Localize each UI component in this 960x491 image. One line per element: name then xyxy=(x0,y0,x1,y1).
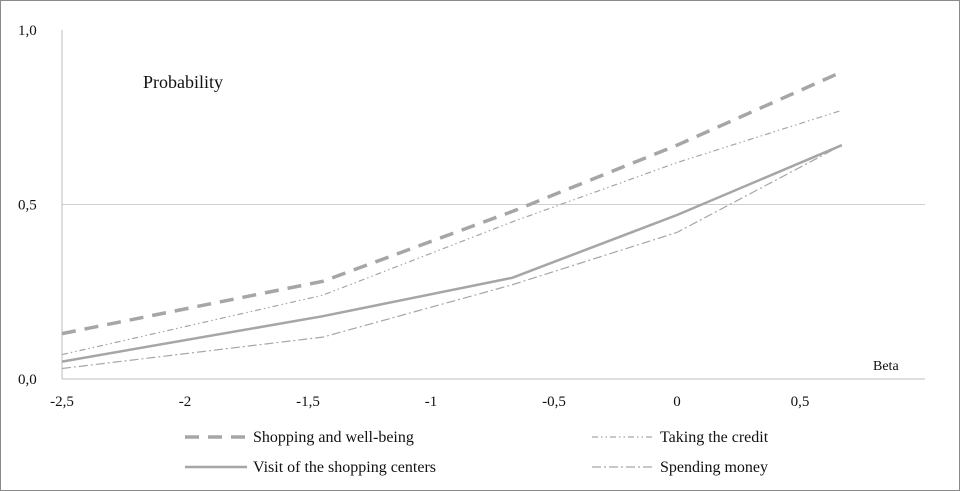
x-tick-label: -1,5 xyxy=(296,394,320,410)
y-tick-label: 1,0 xyxy=(18,23,37,39)
tick-labels: 0,0 0,5 1,0 -2,5 -2 -1,5 -1 -0,5 0 0,5 xyxy=(18,23,809,410)
axes xyxy=(61,30,925,380)
legend-label-0: Shopping and well-being xyxy=(253,429,414,446)
series-line-0 xyxy=(61,70,843,336)
legend: Shopping and well-being Taking the credit… xyxy=(185,429,769,476)
x-tick-label: 0,5 xyxy=(791,394,810,410)
series-line-2 xyxy=(61,144,843,363)
x-tick-label: 0 xyxy=(673,394,681,410)
chart-title: Probability xyxy=(143,72,223,92)
legend-label-2: Visit of the shopping centers xyxy=(253,459,436,476)
x-tick-label: -2 xyxy=(179,394,192,410)
x-tick-label: -2,5 xyxy=(50,394,74,410)
series-line-1 xyxy=(61,109,842,356)
x-tick-label: -1 xyxy=(425,394,438,410)
x-tick-label: -0,5 xyxy=(542,394,566,410)
series-line-3 xyxy=(61,144,843,370)
legend-label-1: Taking the credit xyxy=(660,429,769,446)
y-tick-label: 0,0 xyxy=(18,372,37,388)
y-tick-label: 0,5 xyxy=(18,198,37,214)
x-axis-label: Beta xyxy=(873,359,899,374)
legend-label-3: Spending money xyxy=(660,459,768,476)
series-lines xyxy=(61,70,843,370)
title-box xyxy=(122,58,290,102)
